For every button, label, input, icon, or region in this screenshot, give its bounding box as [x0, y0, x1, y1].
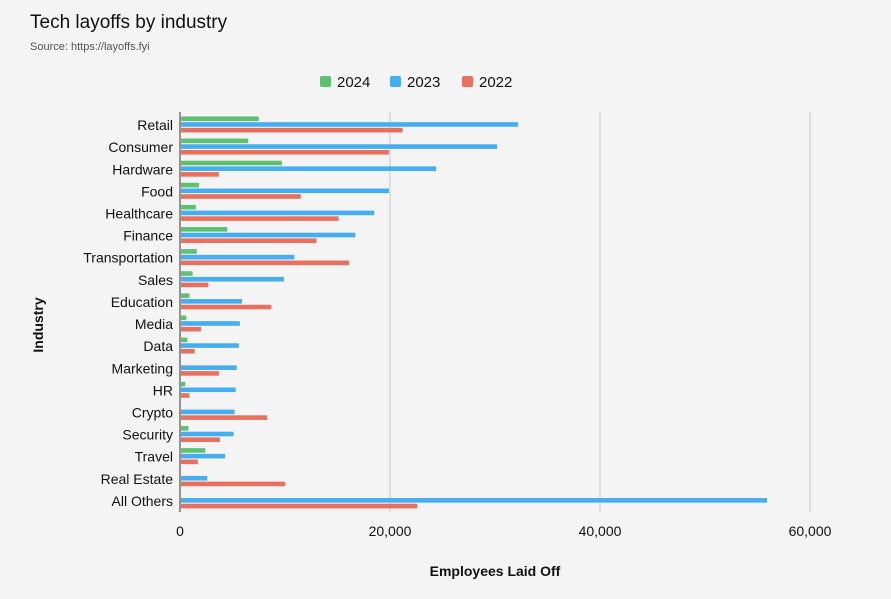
legend-swatch-2022 [462, 76, 473, 87]
bar-transportation-2022 [181, 260, 350, 266]
y-tick-label: Retail [137, 117, 173, 133]
chart-title: Tech layoffs by industry [30, 12, 228, 33]
bar-consumer-2023 [181, 144, 498, 149]
legend-label-2023: 2023 [407, 74, 440, 91]
bar-media-2024 [181, 315, 187, 321]
y-tick-label: Education [111, 294, 173, 310]
bar-real-estate-2022 [181, 481, 285, 487]
bar-food-2024 [181, 182, 199, 188]
y-tick-label: Real Estate [101, 471, 174, 487]
bars [181, 116, 767, 509]
y-tick-label: HR [153, 382, 173, 398]
bar-hardware-2024 [181, 160, 282, 166]
y-tick-label: Finance [123, 228, 173, 244]
legend-label-2024: 2024 [337, 74, 370, 91]
y-tick-label: Consumer [108, 139, 173, 155]
bar-finance-2024 [181, 227, 228, 232]
y-tick-label: Crypto [132, 405, 173, 421]
bar-hr-2022 [181, 393, 190, 398]
x-tick-label: 60,000 [789, 523, 832, 539]
y-tick-label: Media [135, 316, 173, 332]
y-tick-label: All Others [112, 493, 173, 509]
legend: 2024 2023 2022 [320, 74, 512, 91]
bar-retail-2024 [181, 116, 259, 122]
x-tick-label: 40,000 [579, 523, 622, 539]
legend-swatch-2024 [320, 76, 331, 87]
bar-food-2022 [181, 194, 301, 199]
legend-label-2022: 2022 [479, 74, 512, 91]
bar-hardware-2023 [181, 166, 437, 171]
bar-security-2024 [181, 426, 189, 431]
y-tick-label: Sales [138, 272, 173, 288]
bar-healthcare-2022 [181, 216, 339, 221]
bar-consumer-2022 [181, 149, 389, 155]
bar-education-2023 [181, 299, 242, 304]
bar-media-2023 [181, 321, 240, 326]
y-tick-label: Marketing [112, 360, 173, 376]
bar-sales-2023 [181, 276, 284, 282]
bar-consumer-2024 [181, 138, 249, 144]
bar-data-2023 [181, 343, 239, 348]
bar-security-2022 [181, 437, 220, 443]
y-tick-label: Security [122, 427, 173, 443]
bar-sales-2024 [181, 271, 193, 276]
bar-transportation-2024 [181, 249, 197, 254]
bar-data-2024 [181, 337, 188, 343]
y-tick-label: Food [141, 183, 173, 199]
x-tick-label: 0 [176, 523, 184, 539]
y-axis-ticks: Retail Consumer Hardware Food Healthcare Fina… [83, 117, 173, 509]
bar-education-2022 [181, 304, 272, 310]
bar-healthcare-2024 [181, 204, 196, 210]
y-tick-label: Data [143, 338, 173, 354]
bar-hr-2024 [181, 381, 186, 387]
bar-all-others-2022 [181, 503, 418, 509]
x-axis-title: Employees Laid Off [430, 563, 561, 579]
bar-data-2022 [181, 348, 195, 354]
gridlines [389, 112, 811, 512]
bar-retail-2023 [181, 122, 519, 127]
bar-healthcare-2023 [181, 210, 375, 216]
y-tick-label: Healthcare [105, 206, 173, 222]
chart-subtitle: Source: https://layoffs.fyi [30, 41, 150, 53]
y-axis-title: Industry [30, 297, 46, 352]
x-axis-ticks: 0 20,000 40,000 60,000 [176, 523, 832, 539]
bar-media-2022 [181, 326, 201, 332]
bar-travel-2024 [181, 448, 206, 453]
bar-real-estate-2023 [181, 475, 208, 481]
bar-finance-2022 [181, 238, 317, 244]
bar-travel-2022 [181, 459, 198, 465]
bar-hr-2023 [181, 387, 236, 393]
bar-finance-2023 [181, 232, 356, 238]
bar-sales-2022 [181, 282, 209, 288]
y-tick-label: Hardware [112, 161, 173, 177]
bar-education-2024 [181, 293, 190, 298]
bar-marketing-2023 [181, 365, 237, 370]
bar-transportation-2023 [181, 254, 295, 260]
bar-crypto-2023 [181, 409, 235, 415]
bar-all-others-2023 [181, 498, 767, 503]
bar-marketing-2022 [181, 371, 219, 376]
bar-retail-2022 [181, 127, 403, 133]
bar-hardware-2022 [181, 172, 219, 177]
bar-security-2023 [181, 431, 234, 437]
bar-travel-2023 [181, 453, 226, 459]
x-tick-label: 20,000 [369, 523, 412, 539]
y-tick-label: Travel [135, 449, 173, 465]
y-tick-label: Transportation [83, 250, 173, 266]
bar-crypto-2022 [181, 415, 268, 420]
legend-swatch-2023 [390, 76, 401, 87]
bar-food-2023 [181, 188, 389, 194]
